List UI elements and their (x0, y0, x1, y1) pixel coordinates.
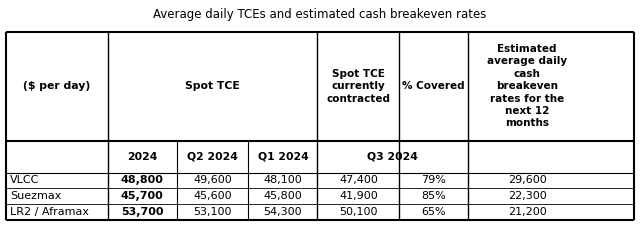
Text: 49,600: 49,600 (193, 175, 232, 185)
Text: Q1 2024: Q1 2024 (257, 152, 308, 162)
Text: 45,700: 45,700 (121, 191, 163, 201)
Text: % Covered: % Covered (403, 81, 465, 91)
Text: 29,600: 29,600 (508, 175, 547, 185)
Text: 2024: 2024 (127, 152, 157, 162)
Text: LR2 / Aframax: LR2 / Aframax (10, 207, 89, 217)
Text: 48,800: 48,800 (121, 175, 163, 185)
Text: ($ per day): ($ per day) (23, 81, 91, 91)
Text: 21,200: 21,200 (508, 207, 547, 217)
Text: Q2 2024: Q2 2024 (187, 152, 238, 162)
Text: Spot TCE
currently
contracted: Spot TCE currently contracted (326, 69, 390, 104)
Text: 47,400: 47,400 (339, 175, 378, 185)
Text: 48,100: 48,100 (264, 175, 302, 185)
Text: 41,900: 41,900 (339, 191, 378, 201)
Text: Estimated
average daily
cash
breakeven
rates for the
next 12
months: Estimated average daily cash breakeven r… (487, 44, 567, 128)
Text: 22,300: 22,300 (508, 191, 547, 201)
Text: VLCC: VLCC (10, 175, 40, 185)
Text: 65%: 65% (421, 207, 446, 217)
Text: Suezmax: Suezmax (10, 191, 61, 201)
Text: 45,600: 45,600 (193, 191, 232, 201)
Text: 85%: 85% (421, 191, 446, 201)
Text: 54,300: 54,300 (264, 207, 302, 217)
Text: 45,800: 45,800 (264, 191, 302, 201)
Text: Spot TCE: Spot TCE (185, 81, 240, 91)
Text: Q3 2024: Q3 2024 (367, 152, 418, 162)
Text: 53,700: 53,700 (121, 207, 163, 217)
Text: 79%: 79% (421, 175, 446, 185)
Text: 53,100: 53,100 (193, 207, 232, 217)
Text: Average daily TCEs and estimated cash breakeven rates: Average daily TCEs and estimated cash br… (154, 8, 486, 21)
Text: 50,100: 50,100 (339, 207, 378, 217)
